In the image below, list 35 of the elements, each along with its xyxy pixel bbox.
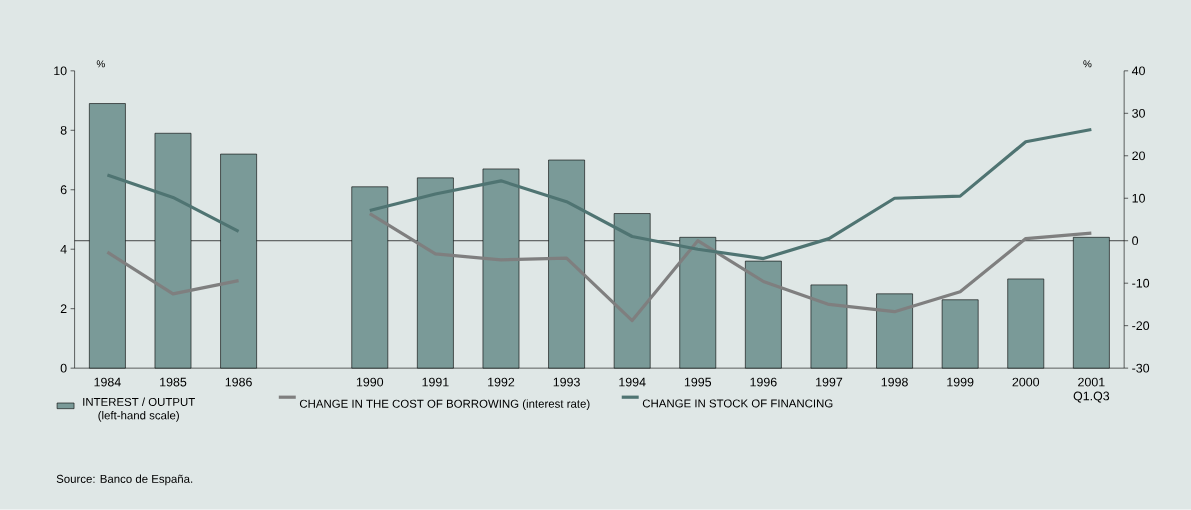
source-note: Source: Banco de España. [56,474,193,486]
legend-label: CHANGE IN THE COST OF BORROWING (interest rate) [299,399,590,411]
x-tick-label: 1998 [881,377,908,387]
x-tick-label: 2000 [1012,377,1040,387]
x-tick-label: 1996 [750,377,777,387]
y-tick-label: 2 [60,304,67,314]
y2-tick-label: -20 [1132,321,1150,331]
x-tick-label: 1985 [160,377,187,387]
x-tick-label: 1994 [619,377,646,387]
y-tick-label: 8 [60,126,67,135]
y2-tick-label: 30 [1132,109,1145,118]
y-tick-label: 6 [60,185,67,195]
y2-tick-label: -30 [1132,363,1150,373]
y2-axis-title: % [1083,60,1092,68]
y2-tick-label: 20 [1132,151,1145,161]
y2-tick-label: 0 [1132,236,1139,246]
x-tick-label: 1991 [422,377,449,387]
y2-tick-label: 10 [1132,193,1145,203]
y-tick-label: 4 [60,245,67,254]
x-tick-label: 1997 [816,377,843,387]
y-tick-label: 10 [54,66,67,76]
x-tick-label: 1993 [553,377,580,387]
legend-label: INTEREST / OUTPUT (left-hand scale) [83,397,195,422]
y2-tick-label: -10 [1132,278,1150,288]
x-tick-label: 1990 [356,377,384,387]
y2-tick-label: 40 [1131,66,1145,76]
x-tick-label: 2001 Q1.Q3 [1073,377,1110,403]
y-tick-label: 0 [60,363,67,373]
legend-label: CHANGE IN STOCK OF FINANCING [642,399,833,408]
x-tick-label: 1984 [94,377,121,387]
y-axis-title: % [96,60,105,68]
x-tick-label: 1995 [684,377,712,387]
x-tick-label: 1999 [947,377,974,387]
x-tick-label: 1986 [225,377,252,387]
x-tick-label: 1992 [488,377,515,387]
